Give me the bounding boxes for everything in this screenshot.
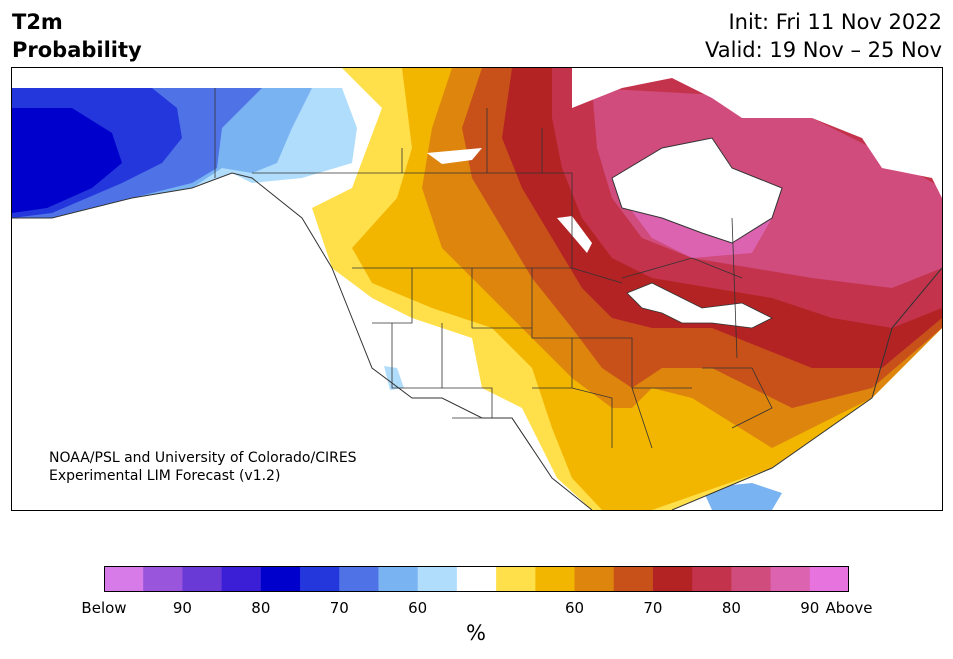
hudson-bay [611, 137, 783, 244]
colorbar-segment [378, 566, 419, 592]
colorbar-segment [770, 566, 811, 592]
colorbar-border [104, 566, 849, 592]
init-date: Init: Fri 11 Nov 2022 [728, 10, 942, 34]
probability-map [11, 67, 943, 511]
coastline [12, 172, 942, 510]
colorbar-tick-label: 70 [329, 599, 349, 617]
colorbar-segment [535, 566, 576, 592]
colorbar-tick-label: 80 [721, 599, 741, 617]
colorbar-segment [809, 566, 849, 592]
cold-below-zone [12, 108, 122, 213]
colorbar-segment [652, 566, 693, 592]
great-slave-lake [427, 148, 482, 164]
lake-winnipeg [557, 216, 592, 253]
colorbar-tick-label: 90 [172, 599, 192, 617]
map-title: T2m Probability [12, 8, 142, 64]
colorbar-tick-label: Above [825, 599, 873, 617]
colorbar-segment [574, 566, 615, 592]
political-borders [214, 88, 773, 449]
colorbar-segment [182, 566, 223, 592]
arctic-water [572, 68, 942, 198]
colorbar-tick-label: 60 [564, 599, 585, 617]
colorbar-segment [613, 566, 654, 592]
title-quantity: Probability [12, 38, 142, 62]
colorbar [104, 566, 849, 592]
colorbar-tick-label: Below [81, 599, 127, 617]
colorbar-segment [339, 566, 379, 592]
colorbar-segment [692, 566, 732, 592]
colorbar-segment [260, 566, 301, 592]
colorbar-segment [417, 566, 458, 592]
forecast-dates: Init: Fri 11 Nov 2022 Valid: 19 Nov – 25… [705, 8, 942, 64]
colorbar-tick-label: 90 [800, 599, 820, 617]
colorbar-segment [456, 566, 497, 592]
colorbar-segment [496, 566, 536, 592]
colorbar-segment [143, 566, 183, 592]
colorbar-units: % [466, 621, 486, 645]
credit-text: NOAA/PSL and University of Colorado/CIRE… [49, 449, 357, 485]
colorbar-segment [731, 566, 772, 592]
colorbar-tick-label: 60 [408, 599, 428, 617]
title-variable: T2m [12, 10, 63, 34]
credit-line-2: Experimental LIM Forecast (v1.2) [49, 468, 281, 484]
colorbar-tick-label: 80 [251, 599, 271, 617]
colorbar-segment [221, 566, 262, 592]
colorbar-tick-label: 70 [643, 599, 663, 617]
colorbar-segment [104, 566, 144, 592]
colorbar-segment [300, 566, 340, 592]
credit-line-1: NOAA/PSL and University of Colorado/CIRE… [49, 450, 357, 466]
cold-cuba [702, 483, 782, 510]
valid-range: Valid: 19 Nov – 25 Nov [705, 38, 942, 62]
cold-pacific-nw [384, 366, 404, 390]
